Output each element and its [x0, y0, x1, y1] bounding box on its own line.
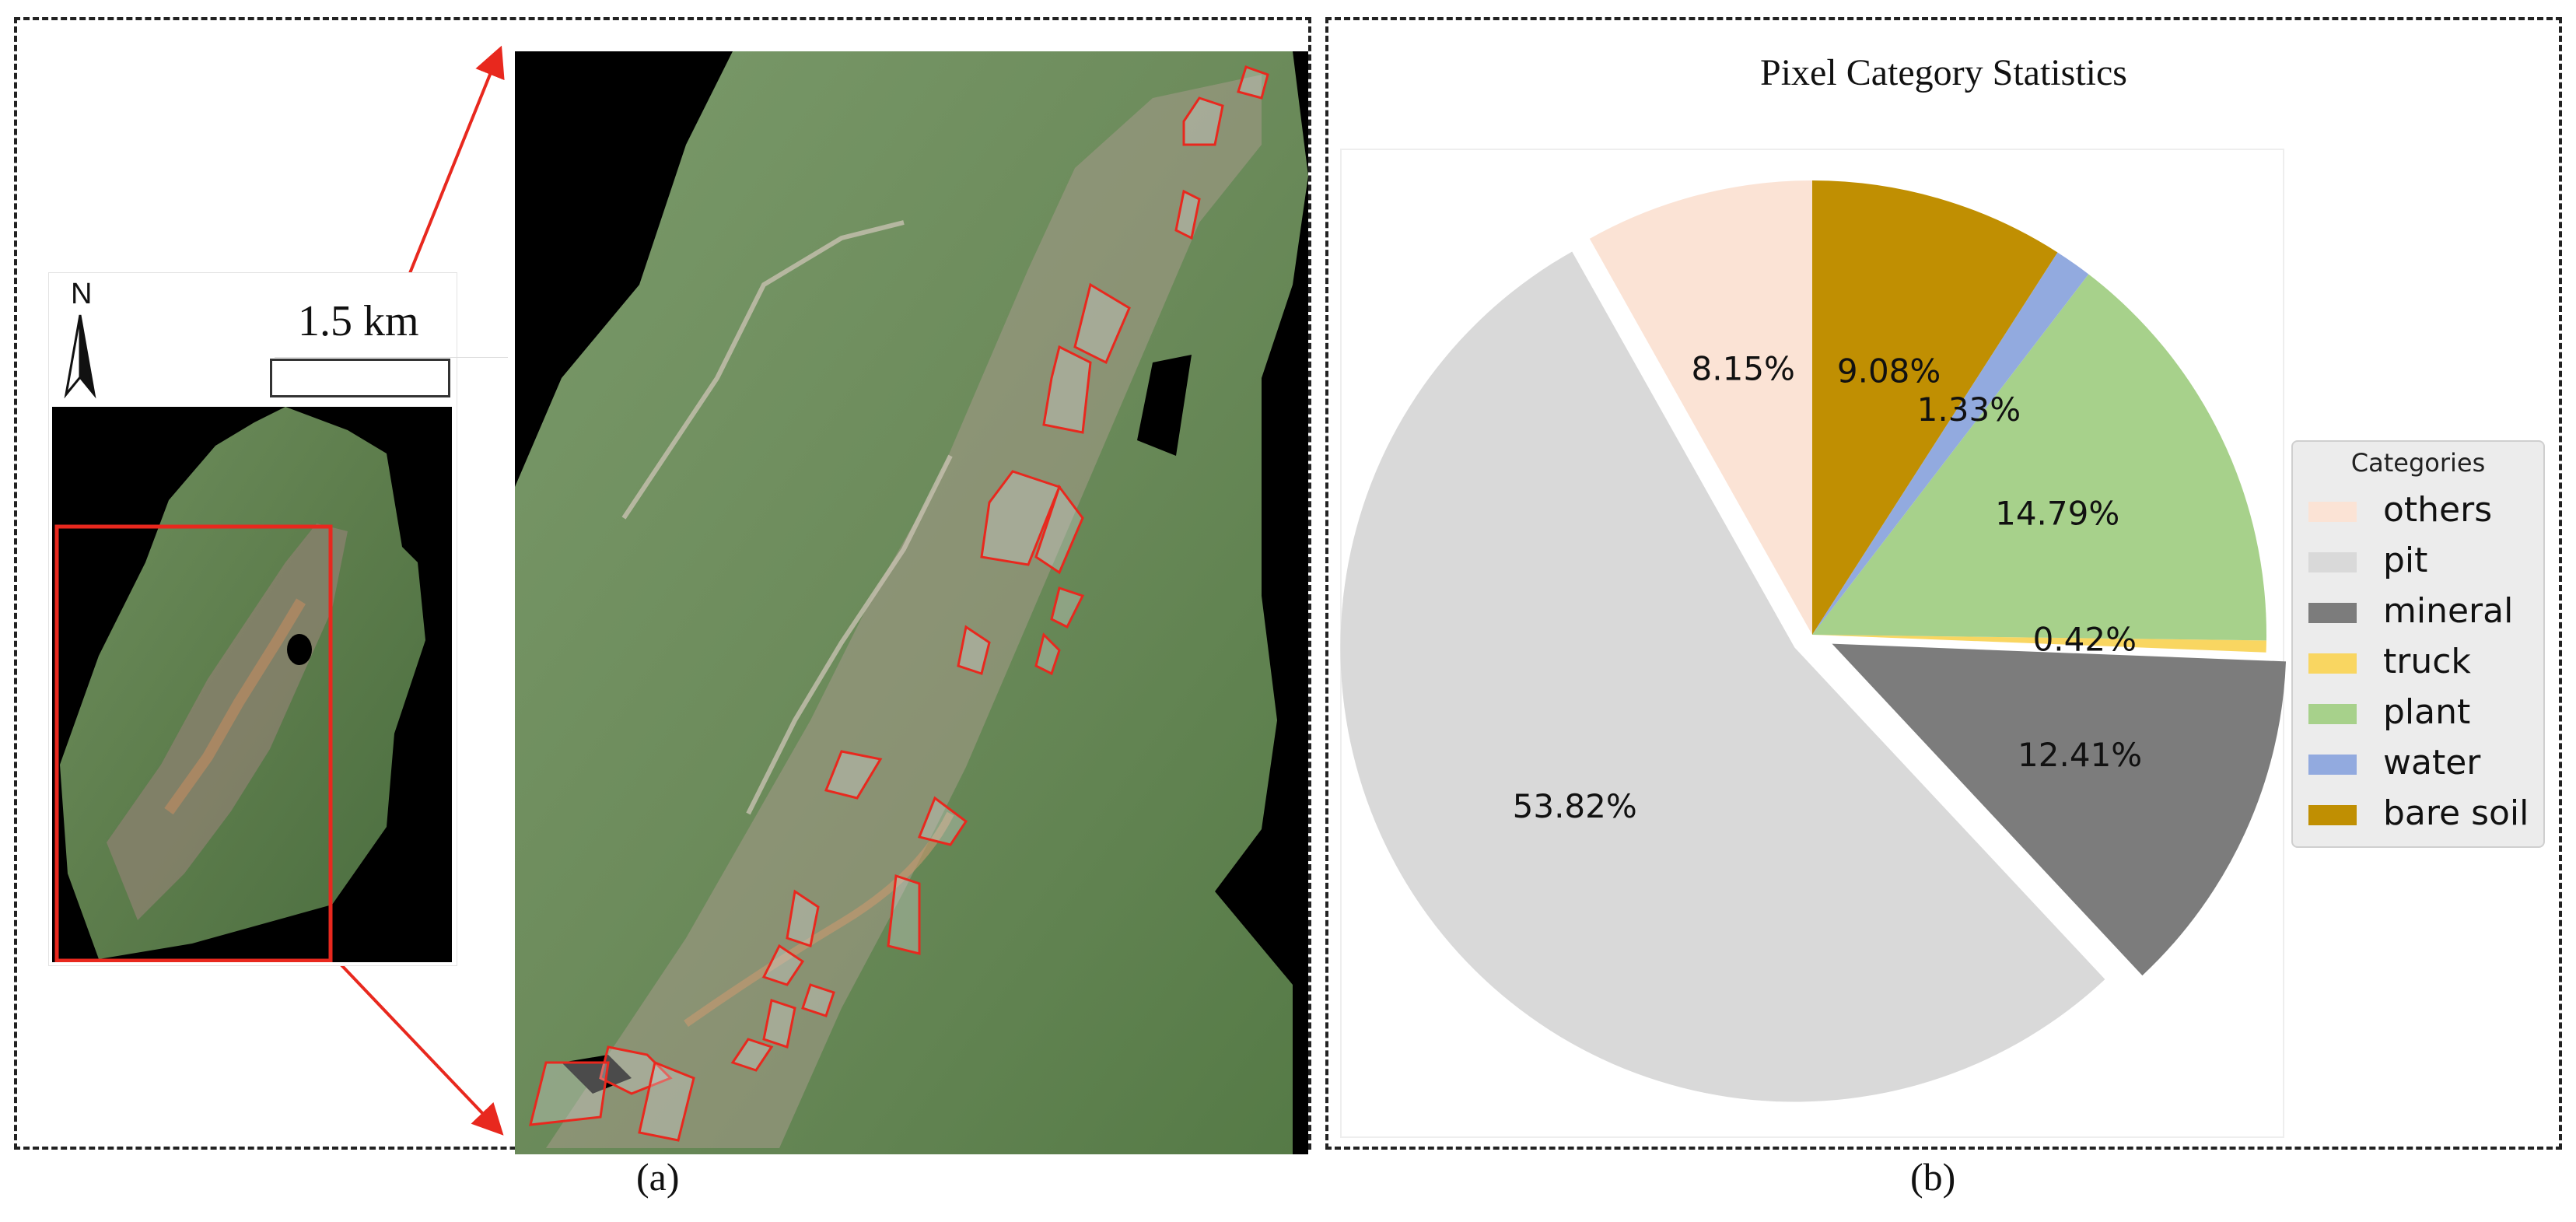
- pie-slice-plant: [1812, 274, 2266, 641]
- legend-item-water: water: [2304, 743, 2537, 783]
- pie-slice-pit: [1340, 251, 2105, 1102]
- pie-label-pit: 53.82%: [1513, 787, 1637, 825]
- scale-bar: [270, 359, 450, 397]
- legend-swatch: [2308, 502, 2357, 522]
- pie-slice-others: [1589, 180, 1812, 635]
- pie-label-plant: 14.79%: [1995, 494, 2119, 532]
- caption-b: (b): [1910, 1155, 1956, 1199]
- legend-swatch: [2308, 552, 2357, 572]
- legend-swatch: [2308, 603, 2357, 623]
- legend-item-plant: plant: [2304, 692, 2537, 733]
- pie-chart: 8.15% 53.82% 12.41% 0.42% 14.79% 1.33%9.08%: [1340, 149, 2287, 1138]
- legend-label: bare soil: [2383, 793, 2529, 833]
- legend-label: water: [2383, 743, 2481, 783]
- pie-slice-truck: [1812, 635, 2266, 653]
- legend-item-truck: truck: [2304, 642, 2537, 682]
- legend-swatch: [2308, 653, 2357, 674]
- pie-slice-bare-soil: [1812, 180, 2058, 635]
- detail-aerial-image: [515, 51, 1308, 1154]
- legend-label: mineral: [2383, 591, 2514, 631]
- legend-label: plant: [2383, 692, 2471, 732]
- pie-label-mineral: 12.41%: [2018, 736, 2142, 774]
- pie-label-others: 8.15%: [1692, 350, 1795, 388]
- legend-swatch: [2308, 755, 2357, 775]
- pie-label-bare-soil: 9.08%: [1837, 352, 1941, 390]
- pie-label-water: 1.33%: [1917, 390, 2021, 429]
- scale-rule: [275, 357, 508, 358]
- panel-b-chart: Pixel Category Statistics 8.15% 53.82% 12.…: [1325, 17, 2562, 1150]
- legend-item-bare-soil: bare soil: [2304, 793, 2537, 834]
- legend-item-others: others: [2304, 490, 2537, 530]
- legend-swatch: [2308, 704, 2357, 724]
- legend-label: others: [2383, 490, 2493, 530]
- legend-item-pit: pit: [2304, 541, 2537, 581]
- overview-aerial-image: [52, 407, 452, 962]
- legend-title: Categories: [2350, 448, 2486, 478]
- caption-a: (a): [636, 1155, 680, 1199]
- pie-label-truck: 0.42%: [2033, 621, 2137, 659]
- legend-swatch: [2308, 805, 2357, 825]
- overview-inset: N 1.5 km: [48, 272, 508, 966]
- legend-label: pit: [2383, 541, 2428, 580]
- pie-slice-mineral: [1832, 643, 2287, 976]
- legend-item-mineral: mineral: [2304, 591, 2537, 632]
- north-label: N: [71, 278, 93, 310]
- chart-title: Pixel Category Statistics: [1760, 52, 2127, 93]
- north-arrow-icon: [64, 314, 96, 399]
- panel-a-map: N 1.5 km: [14, 17, 1311, 1154]
- legend-label: truck: [2383, 642, 2471, 681]
- legend: Categories others pit mineral truck plant wat…: [2291, 440, 2545, 848]
- pie-slice-water: [1812, 252, 2089, 635]
- scale-label: 1.5 km: [298, 297, 419, 345]
